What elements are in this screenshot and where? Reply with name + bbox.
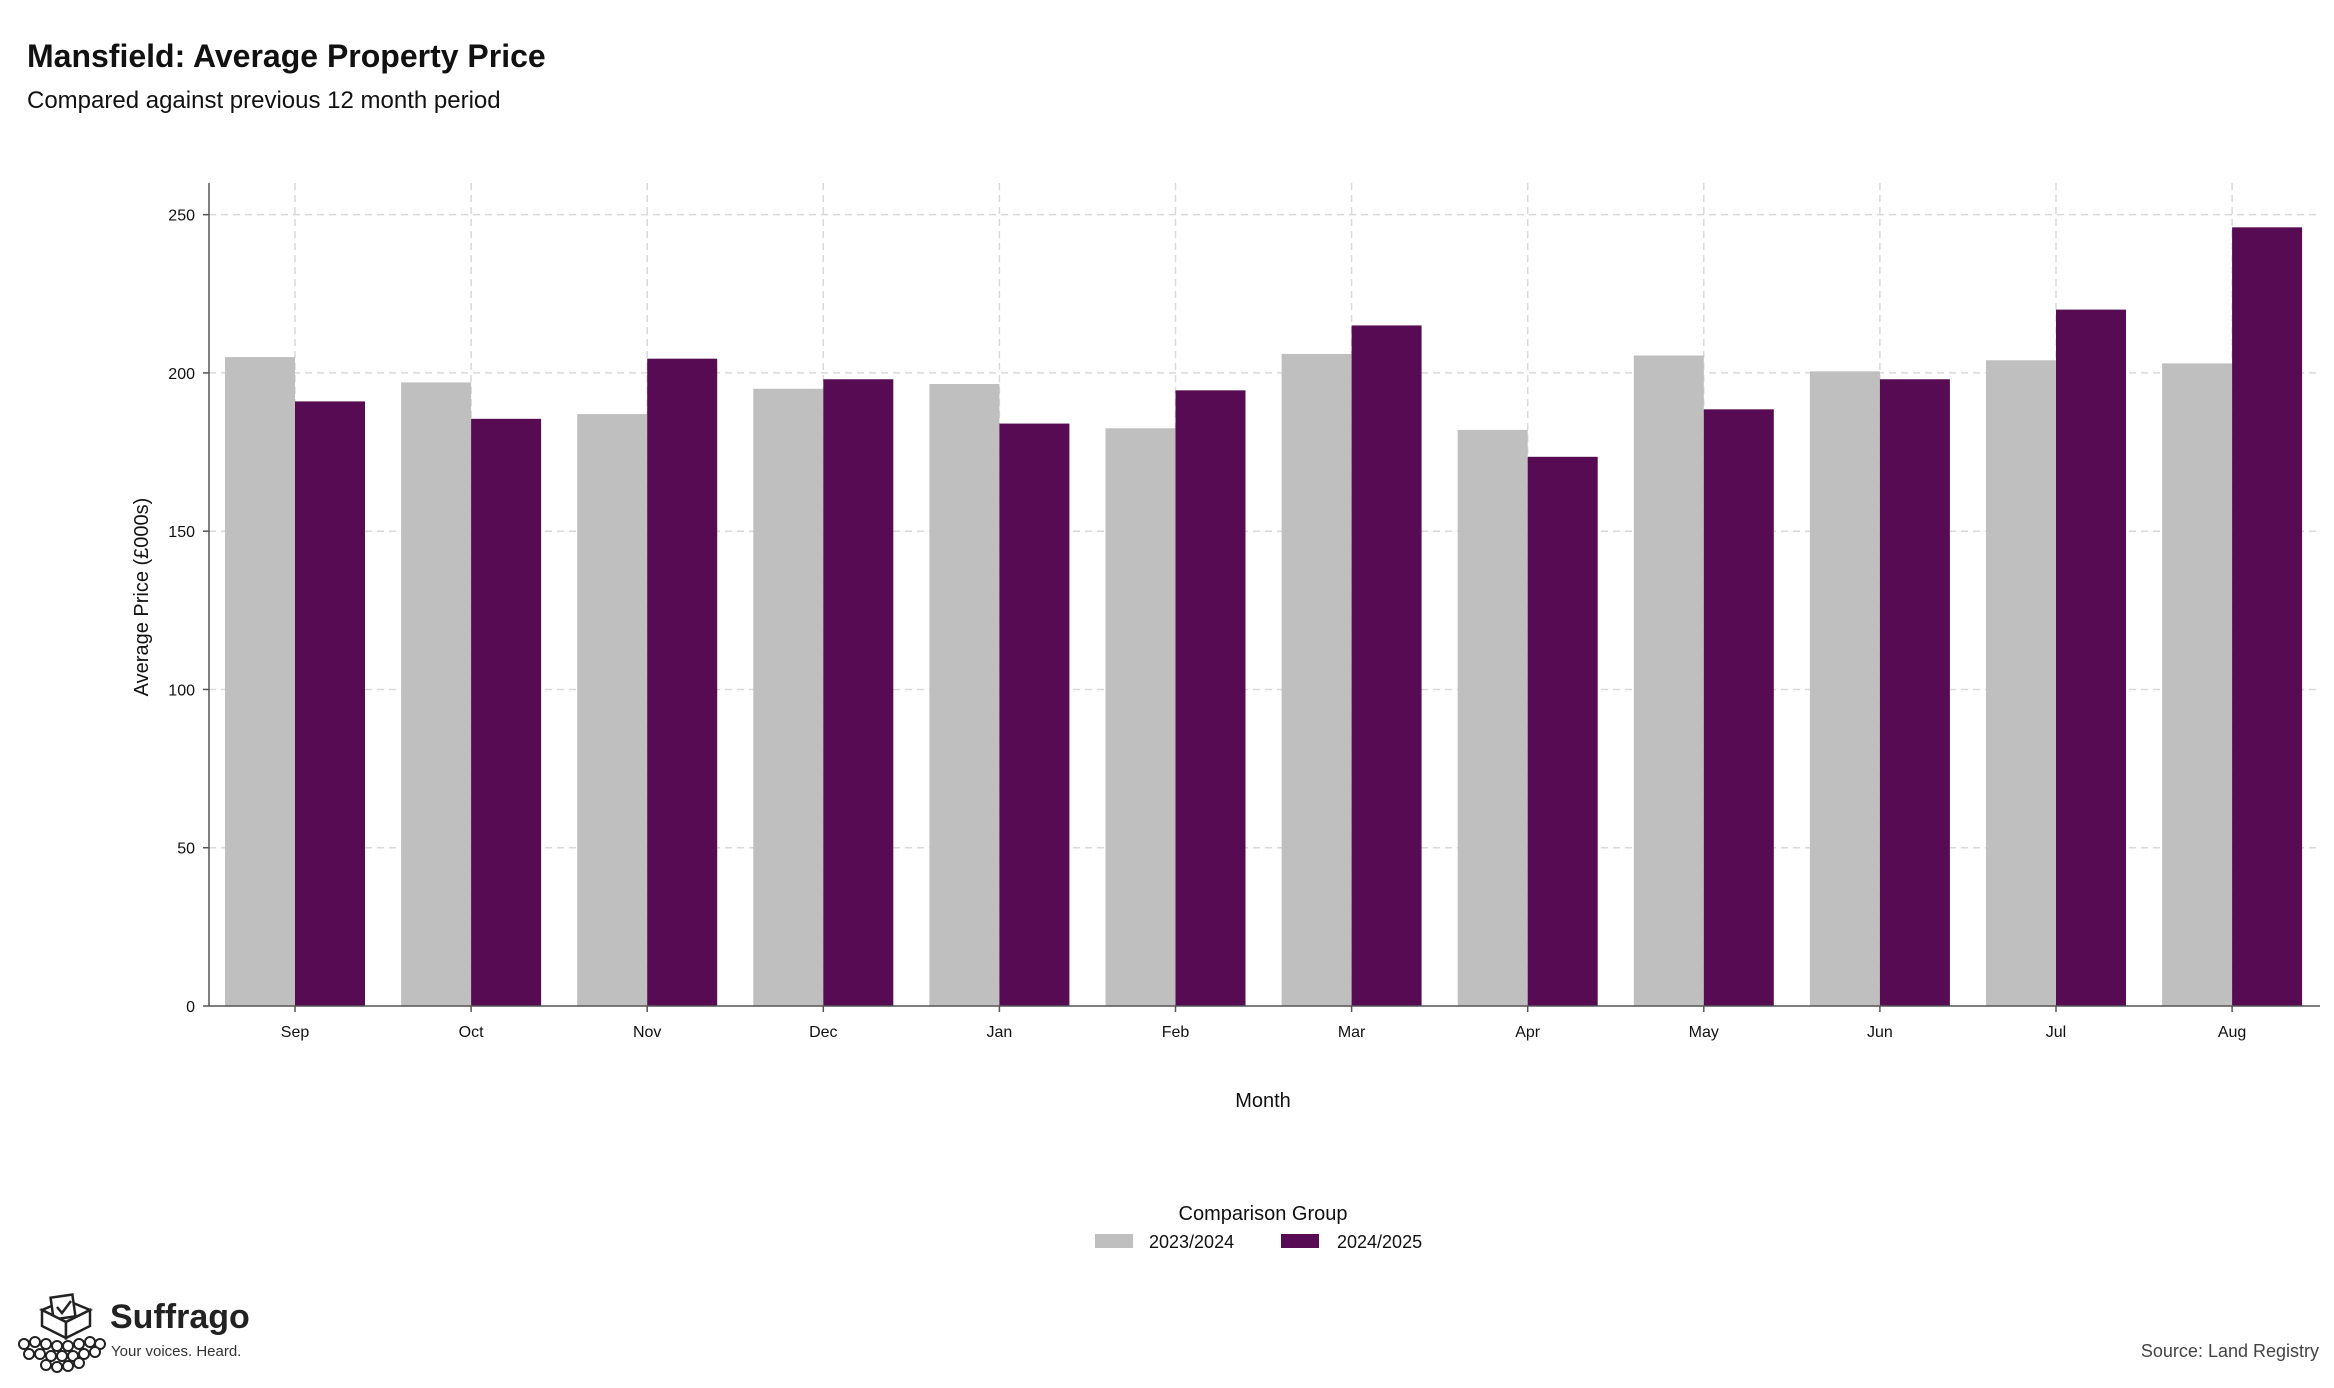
x-tick-label: Dec	[809, 1024, 837, 1041]
x-tick-labels: Sep Oct Nov Dec Jan Feb Mar Apr May Jun Jul Aug	[281, 1024, 2247, 1041]
x-tick-label: Mar	[1338, 1024, 1366, 1041]
brand-tagline: Your voices. Heard.	[111, 1343, 242, 1360]
bar-2024-2025-aug	[2232, 227, 2303, 1007]
legend-label-2023-2024: 2023/2024	[1149, 1232, 1234, 1252]
bar-2023-2024-mar	[1281, 353, 1352, 1006]
bar-2023-2024-oct	[401, 382, 472, 1007]
legend-swatch-2024-2025	[1281, 1234, 1319, 1248]
brand-name: Suffrago	[110, 1298, 250, 1336]
bar-2023-2024-jun	[1809, 371, 1880, 1006]
y-axis-label: Average Price (£000s)	[131, 498, 153, 697]
y-tick-label: 250	[168, 208, 195, 225]
legend-swatch-2023-2024	[1095, 1234, 1133, 1248]
bar-2024-2025-dec	[823, 379, 894, 1006]
bar-2023-2024-apr	[1457, 429, 1528, 1006]
legend: Comparison Group 2023/2024 2024/2025	[1095, 1203, 1422, 1252]
axes	[203, 183, 2320, 1012]
bar-2024-2025-jul	[2056, 309, 2126, 1007]
bar-2023-2024-jul	[1986, 360, 2056, 1006]
x-tick-label: Jan	[987, 1024, 1013, 1041]
y-tick-label: 50	[177, 841, 195, 858]
bar-chart: 0 50 100 150 200 250 Sep Oct Nov Dec Jan Feb Mar Apr…	[131, 183, 2320, 1252]
legend-title: Comparison Group	[1179, 1203, 1348, 1225]
x-tick-label: Sep	[281, 1024, 310, 1041]
chart-title: Mansfield: Average Property Price	[27, 38, 546, 74]
bar-2024-2025-oct	[471, 418, 542, 1006]
x-tick-label: Jun	[1867, 1024, 1893, 1041]
bars	[225, 227, 2303, 1007]
bar-2023-2024-jan	[929, 384, 1000, 1006]
x-tick-label: Aug	[2218, 1024, 2246, 1041]
bar-2023-2024-feb	[1105, 428, 1176, 1006]
x-tick-label: Nov	[633, 1024, 661, 1041]
legend-label-2024-2025: 2024/2025	[1337, 1232, 1422, 1252]
y-tick-label: 200	[168, 366, 195, 383]
y-tick-label: 0	[186, 999, 195, 1016]
bar-2024-2025-may	[1703, 409, 1774, 1006]
bar-2023-2024-aug	[2162, 363, 2233, 1007]
y-tick-labels: 0 50 100 150 200 250	[168, 208, 195, 1016]
chart-subtitle: Compared against previous 12 month perio…	[27, 87, 501, 114]
bar-2024-2025-nov	[647, 358, 718, 1006]
suffrago-logo-icon	[18, 1293, 106, 1373]
x-tick-label: Feb	[1162, 1024, 1190, 1041]
y-tick-label: 150	[168, 524, 195, 541]
source-note: Source: Land Registry	[2140, 1341, 2319, 1361]
bar-2023-2024-nov	[577, 414, 648, 1006]
bar-2024-2025-jan	[999, 423, 1070, 1007]
bar-2024-2025-apr	[1527, 456, 1598, 1006]
x-tick-label: Jul	[2046, 1024, 2066, 1041]
y-tick-label: 100	[168, 682, 195, 699]
bar-2023-2024-may	[1633, 355, 1704, 1007]
x-tick-label: Oct	[459, 1024, 484, 1041]
bar-2024-2025-feb	[1175, 390, 1246, 1006]
x-tick-label: May	[1689, 1024, 1719, 1041]
bar-2023-2024-sep	[225, 357, 295, 1006]
x-axis-label: Month	[1235, 1090, 1291, 1112]
bar-2024-2025-jun	[1879, 379, 1950, 1006]
bar-2024-2025-sep	[295, 401, 365, 1007]
x-tick-label: Apr	[1515, 1024, 1541, 1041]
bar-2024-2025-mar	[1351, 325, 1422, 1006]
bar-2023-2024-dec	[753, 388, 824, 1006]
